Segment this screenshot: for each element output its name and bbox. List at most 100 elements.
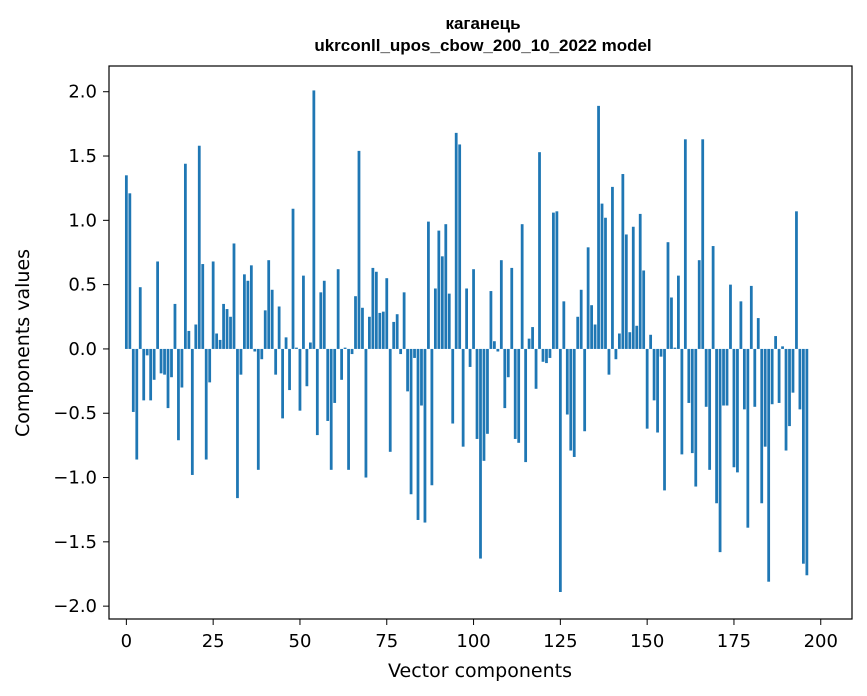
bar-145 [628, 332, 632, 349]
bar-125 [558, 348, 562, 592]
bar-164 [694, 348, 698, 487]
bar-73 [378, 312, 382, 349]
bar-177 [739, 301, 743, 349]
bar-181 [753, 348, 757, 407]
bar-189 [781, 346, 784, 349]
bar-179 [746, 348, 750, 528]
bar-136 [597, 105, 600, 349]
y-tick-label: 1.0 [68, 210, 97, 231]
bar-141 [614, 348, 618, 360]
bar-144 [624, 234, 628, 349]
bar-50 [298, 348, 302, 411]
x-axis-label: Vector components [388, 660, 572, 682]
bar-32 [236, 348, 239, 499]
bar-162 [687, 348, 691, 403]
bar-191 [788, 348, 791, 427]
bar-122 [548, 348, 552, 358]
bar-105 [489, 291, 493, 349]
bar-159 [677, 275, 680, 349]
bar-87 [427, 221, 430, 349]
y-tick-label: 1.5 [68, 146, 97, 167]
bar-55 [315, 348, 319, 436]
chart-title-line2: ukrconll_upos_cbow_200_10_2022 model [314, 36, 651, 55]
bar-52 [305, 348, 309, 387]
bar-74 [381, 311, 385, 349]
bar-92 [444, 224, 448, 349]
bar-156 [666, 242, 670, 349]
bar-56 [319, 292, 323, 349]
bar-27 [218, 339, 222, 349]
bar-123 [552, 212, 555, 349]
bar-70 [368, 316, 371, 349]
bar-118 [534, 348, 538, 389]
bar-75 [385, 278, 389, 349]
bar-59 [329, 348, 333, 470]
bar-81 [406, 348, 409, 392]
bar-58 [326, 348, 330, 421]
bar-120 [541, 348, 545, 362]
bar-53 [308, 342, 312, 349]
bar-149 [642, 270, 646, 349]
bar-37 [253, 348, 257, 352]
bar-154 [659, 348, 663, 357]
bar-67 [357, 150, 361, 349]
bar-86 [423, 348, 427, 523]
bar-153 [656, 348, 659, 433]
bar-165 [697, 260, 701, 349]
bar-12 [166, 348, 170, 409]
bar-172 [722, 348, 725, 406]
bar-140 [611, 186, 614, 349]
bar-78 [395, 314, 399, 349]
bar-9 [156, 261, 159, 349]
chart-title-line1: каганець [445, 14, 520, 33]
bar-100 [472, 269, 475, 349]
x-tick-label: 0 [121, 631, 132, 652]
bar-114 [520, 224, 524, 349]
bar-138 [604, 217, 607, 349]
bar-186 [770, 348, 774, 405]
bar-65 [350, 348, 354, 355]
bar-104 [486, 348, 489, 434]
bar-94 [451, 348, 455, 424]
x-tick-label: 200 [804, 631, 838, 652]
bar-61 [336, 269, 340, 349]
y-tick-label: 0.0 [68, 339, 97, 360]
bar-46 [284, 337, 288, 349]
bar-64 [347, 348, 350, 470]
bar-131 [579, 289, 583, 349]
bar-146 [631, 226, 635, 349]
bar-135 [593, 324, 597, 349]
bar-161 [683, 139, 687, 349]
bar-76 [388, 348, 392, 452]
bar-185 [767, 348, 771, 582]
bar-26 [215, 333, 219, 349]
bar-187 [774, 336, 778, 349]
bar-142 [617, 333, 621, 349]
x-axis-ticks: 0 25 50 75 100 125 150 175 200 [121, 619, 838, 652]
bar-194 [798, 348, 802, 410]
bar-29 [225, 309, 229, 349]
bar-151 [649, 334, 653, 349]
bar-77 [392, 321, 396, 349]
bar-109 [503, 348, 507, 409]
bar-112 [513, 348, 517, 439]
bar-190 [784, 348, 788, 451]
bar-15 [177, 348, 180, 441]
bar-133 [586, 247, 590, 349]
y-tick-label: 2.0 [68, 82, 97, 103]
bar-8 [152, 348, 156, 380]
bar-167 [704, 348, 708, 407]
bar-20 [194, 324, 198, 349]
bar-63 [343, 347, 347, 349]
bar-158 [673, 347, 677, 349]
bar-121 [545, 348, 548, 364]
y-tick-label: −1.0 [53, 468, 97, 489]
bar-44 [277, 306, 281, 349]
bar-43 [274, 348, 278, 375]
bar-57 [322, 280, 326, 349]
bar-35 [246, 280, 250, 349]
bar-91 [440, 256, 444, 349]
bar-3 [135, 348, 139, 460]
bar-68 [361, 307, 364, 349]
